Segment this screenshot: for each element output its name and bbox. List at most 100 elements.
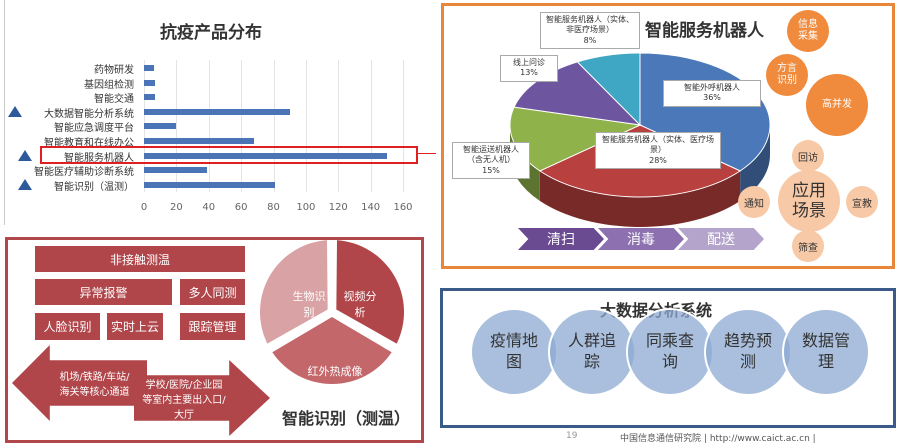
highlight-box: [40, 146, 418, 164]
step-1: 消毒: [598, 228, 684, 250]
bar: [144, 152, 387, 159]
pie-data-label: 智能服务机器人（实体、医疗场景） 28%: [595, 132, 721, 170]
gridline: [370, 60, 372, 192]
bar: [144, 167, 208, 174]
box-2: 多人同测: [180, 279, 245, 305]
recognition-wheel: [260, 240, 404, 384]
scene-0: 回访: [792, 140, 824, 172]
gear-2: 高并发: [806, 74, 868, 136]
box-1: 异常报警: [35, 279, 172, 305]
scene-center: 应用场景: [778, 170, 840, 232]
seg-label-2: 红外热成像: [307, 365, 363, 378]
step-2: 配送: [678, 228, 764, 250]
box-5: 跟踪管理: [180, 313, 245, 340]
chart-title: 抗疫产品分布: [160, 23, 262, 43]
pie-data-label: 智能外呼机器人 36%: [663, 80, 761, 107]
footer-url[interactable]: http://www.caict.ac.cn: [709, 434, 810, 444]
x-tick-label: 60: [234, 202, 248, 213]
slice-name: 智能服务机器人（实体、非医疗场景）: [546, 15, 634, 35]
pie-slice: [576, 52, 641, 127]
bar: [144, 138, 255, 144]
temp-panel: [5, 237, 424, 443]
wheel-segment: [336, 240, 404, 344]
robot-title: 智能服务机器人: [645, 21, 764, 41]
bar: [144, 94, 156, 101]
category-label: 大数据智能分析系统: [44, 108, 134, 120]
x-tick-label: 160: [393, 202, 413, 213]
bigdata-item-label: 同乘查询: [645, 331, 694, 371]
category-label: 药物研发: [94, 65, 134, 76]
gridline: [305, 60, 307, 192]
bigdata-item-label: 数据管理: [801, 331, 850, 371]
bar: [144, 79, 156, 86]
bigdata-item: 数据管理: [782, 308, 870, 396]
pie-slice-side: [539, 170, 741, 228]
category-label: 智能应急调度平台: [54, 123, 134, 135]
scene-2: 宣教: [846, 186, 878, 218]
footer-org: 中国信息通信研究院 | http://www.caict.ac.cn |: [620, 434, 816, 444]
x-tick-label: 120: [328, 202, 348, 213]
slice-percent: 15%: [482, 165, 500, 175]
pie-slice-side: [740, 125, 770, 201]
page-number: 19: [566, 431, 578, 441]
gridline: [208, 60, 210, 192]
bar: [144, 108, 290, 115]
bar-chart-panel: 抗疫产品分布 0 20 40 60 80 100 120 140 160 药物研发基因组检测智能交…: [0, 0, 436, 228]
slice-name: 智能服务机器人（实体、医疗场景）: [602, 135, 714, 155]
wheel-segment: [260, 240, 328, 344]
bigdata-item-label: 疫情地图: [489, 331, 538, 371]
slice-name: 智能运送机器人（含无人机）: [463, 145, 519, 165]
triangle-marker-icon: [18, 178, 32, 190]
slice-percent: 28%: [649, 155, 667, 165]
gridline: [176, 60, 178, 192]
pie-slice: [509, 106, 642, 172]
pie-data-label: 智能服务机器人（实体、非医疗场景） 8%: [540, 12, 640, 50]
x-tick-label: 20: [170, 202, 183, 213]
gridline: [403, 60, 404, 192]
box-0: 非接触测温: [35, 246, 245, 272]
temp-title: 智能识别（测温）: [282, 409, 411, 428]
scene-1: 通知: [738, 186, 770, 218]
slice-percent: 8%: [583, 35, 597, 45]
x-tick-label: 0: [140, 202, 148, 213]
category-label: 智能服务机器人: [64, 152, 134, 164]
bigdata-item-label: 人群追踪: [567, 331, 616, 371]
scene-3: 筛查: [792, 230, 824, 262]
bar: [144, 123, 177, 130]
bar: [144, 181, 276, 188]
slice-name: 线上问诊: [513, 58, 545, 67]
seg-label-0: 生物识别: [292, 290, 326, 319]
bigdata-item: 人群追踪: [548, 308, 636, 396]
x-tick-label: 100: [296, 202, 316, 213]
step-0: 清扫: [518, 228, 604, 250]
slice-name: 智能外呼机器人: [684, 83, 740, 92]
gear-0: 信息采集: [787, 10, 829, 52]
triangle-marker-icon: [8, 105, 22, 117]
gear-1: 方言识别: [766, 54, 808, 96]
bigdata-item: 同乘查询: [626, 308, 714, 396]
x-tick-label: 40: [202, 202, 216, 213]
bigdata-item: 趋势预测: [704, 308, 792, 396]
seg-label-1: 视频分析: [343, 290, 377, 319]
category-label: 智能交通: [94, 94, 134, 106]
robot-panel: [441, 3, 895, 269]
bigdata-item: 疫情地图: [470, 308, 558, 396]
category-label: 智能教育和在线办公: [44, 138, 134, 149]
category-label: 智能识别（温测）: [54, 181, 134, 193]
triangle-marker-icon: [18, 149, 32, 161]
arrow-connector: [418, 153, 436, 154]
x-tick-label: 80: [267, 202, 280, 213]
category-label: 基因组检测: [84, 79, 134, 91]
slice-percent: 13%: [520, 68, 538, 78]
box-4: 实时上云: [107, 313, 163, 340]
bigdata-item-label: 趋势预测: [723, 331, 772, 371]
x-tick-label: 140: [361, 202, 381, 213]
divider: [4, 0, 5, 225]
slice-percent: 36%: [703, 93, 721, 103]
pie-data-label: 线上问诊 13%: [500, 55, 558, 82]
category-label: 智能医疗辅助诊断系统: [34, 167, 134, 179]
pie-data-label: 智能运送机器人（含无人机） 15%: [452, 142, 530, 180]
wheel-segment: [272, 317, 392, 384]
gridline: [273, 60, 275, 192]
box-3: 人脸识别: [35, 313, 100, 340]
